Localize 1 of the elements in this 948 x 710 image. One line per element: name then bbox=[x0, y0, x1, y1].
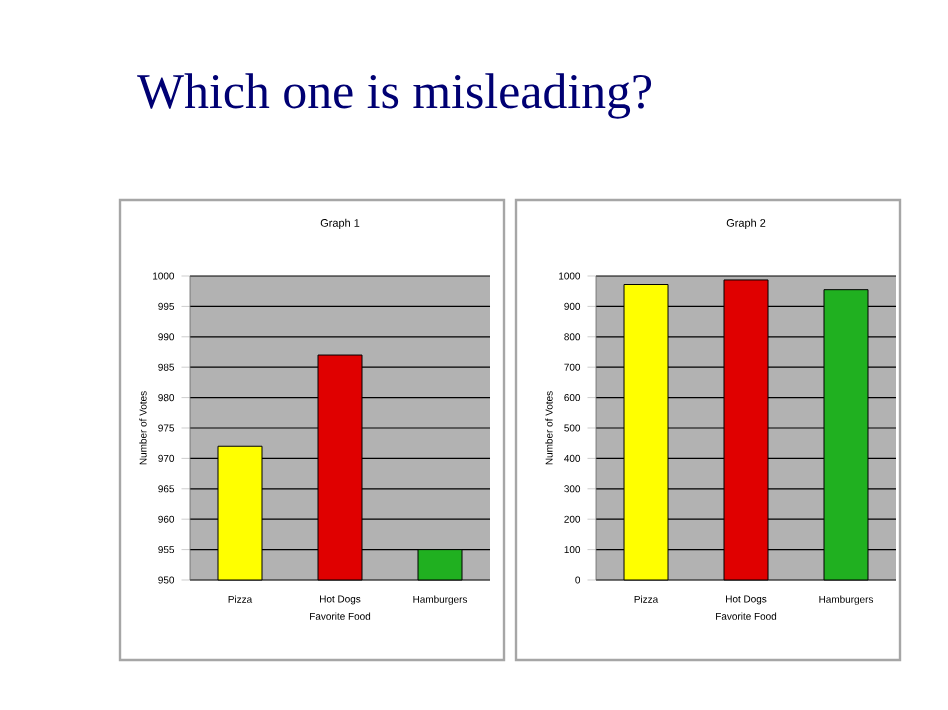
text: Which one is misleading? bbox=[137, 73, 652, 119]
